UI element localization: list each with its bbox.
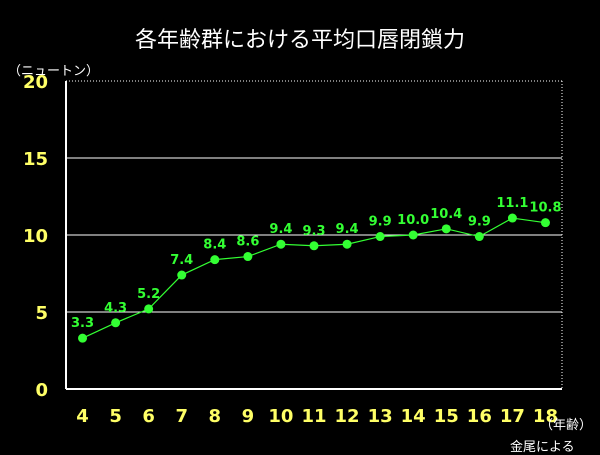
data-label: 10.4 xyxy=(430,207,462,222)
y-axis-unit: （ニュートン） xyxy=(8,64,100,79)
x-tick-label: 11 xyxy=(301,406,326,427)
y-tick-label: 5 xyxy=(35,303,48,324)
x-tick-label: 4 xyxy=(76,406,89,427)
data-point xyxy=(474,232,484,242)
x-tick-label: 18 xyxy=(533,406,558,427)
data-label: 5.2 xyxy=(137,287,160,302)
data-label: 11.1 xyxy=(496,196,528,211)
data-label: 4.3 xyxy=(104,301,127,316)
data-point xyxy=(144,304,154,314)
data-label: 9.9 xyxy=(468,215,491,230)
x-tick-label: 9 xyxy=(242,406,255,427)
x-tick-label: 5 xyxy=(109,406,122,427)
data-label: 10.0 xyxy=(397,213,429,228)
data-label: 9.9 xyxy=(369,215,392,230)
x-tick-labels: 4 5 6 7 8 9 10 11 12 13 14 15 16 17 18 xyxy=(76,406,558,427)
data-point xyxy=(177,270,187,280)
data-point xyxy=(408,230,418,240)
data-label: 9.4 xyxy=(336,222,359,237)
axes xyxy=(65,81,562,390)
data-point xyxy=(78,333,88,343)
data-point xyxy=(540,218,550,228)
x-tick-label: 7 xyxy=(175,406,188,427)
data-point xyxy=(243,252,253,262)
source-note: 金尾による xyxy=(510,440,575,455)
x-tick-label: 12 xyxy=(335,406,360,427)
x-tick-label: 10 xyxy=(268,406,293,427)
x-tick-label: 14 xyxy=(401,406,426,427)
y-tick-label: 0 xyxy=(35,380,48,401)
chart-title: 各年齢群における平均口唇閉鎖力 xyxy=(134,28,465,53)
data-label: 10.8 xyxy=(529,201,561,216)
y-tick-label: 15 xyxy=(23,149,48,170)
y-tick-labels: 0 5 10 15 20 xyxy=(23,72,48,401)
data-point xyxy=(276,239,286,249)
data-point xyxy=(507,213,517,223)
data-point xyxy=(210,255,220,265)
data-label: 3.3 xyxy=(71,316,94,331)
data-point xyxy=(441,224,451,234)
x-tick-label: 6 xyxy=(142,406,155,427)
x-tick-label: 15 xyxy=(434,406,459,427)
data-point xyxy=(111,318,121,328)
y-tick-label: 20 xyxy=(23,72,48,93)
data-label: 9.4 xyxy=(269,222,292,237)
data-label: 9.3 xyxy=(302,224,325,239)
data-series xyxy=(78,213,550,343)
data-label: 8.4 xyxy=(203,238,226,253)
data-point xyxy=(309,241,319,251)
x-tick-label: 17 xyxy=(500,406,525,427)
data-label: 7.4 xyxy=(170,253,193,268)
x-tick-label: 16 xyxy=(467,406,492,427)
data-labels: 3.3 4.3 5.2 7.4 8.4 8.6 9.4 9.3 9.4 9.9 10.0 10.4 9.… xyxy=(71,196,561,331)
y-tick-label: 10 xyxy=(23,226,48,247)
data-point xyxy=(342,239,352,249)
x-tick-label: 8 xyxy=(209,406,222,427)
x-axis-unit: （年齢） xyxy=(540,418,593,433)
data-label: 8.6 xyxy=(236,235,259,250)
data-point xyxy=(375,232,385,242)
x-tick-label: 13 xyxy=(368,406,393,427)
